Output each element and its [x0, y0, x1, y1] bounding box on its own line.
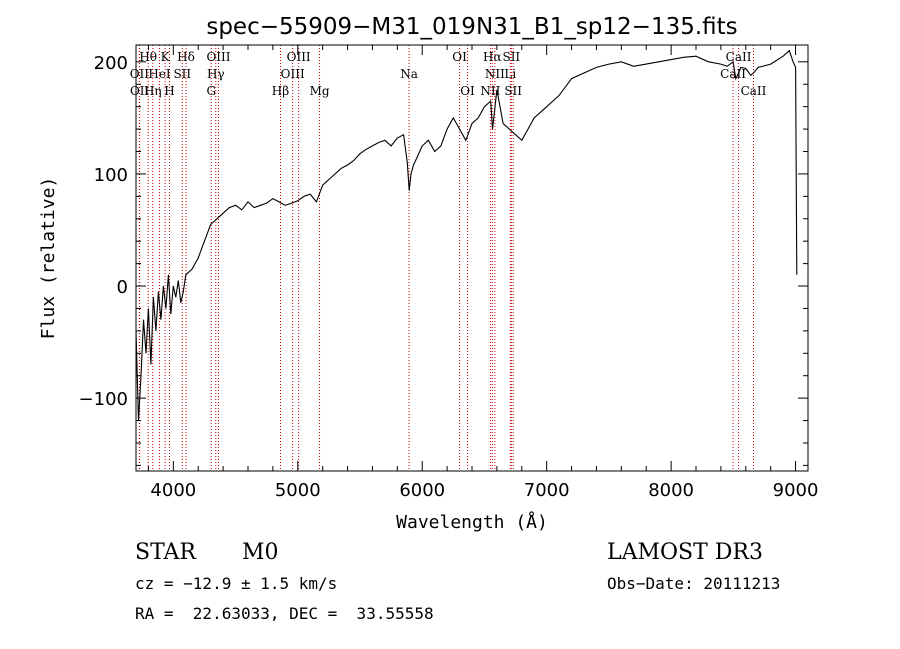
emission-line-label: SII [502, 50, 520, 64]
emission-line-label: Hγ [207, 67, 225, 81]
emission-line-label: CaII [720, 67, 746, 81]
emission-line-label: H [164, 84, 174, 98]
emission-line-label: OIII [206, 50, 230, 64]
redshift-text: cz = −12.9 ± 1.5 km/s [135, 574, 338, 593]
y-tick-label: −100 [79, 389, 128, 410]
spectrum-chart: spec−55909−M31_019N31_B1_sp12−135.fits 4… [38, 14, 819, 533]
emission-line-label: K [161, 50, 171, 64]
emission-line-label: Hδ [177, 50, 195, 64]
survey-name: LAMOST DR3 [607, 540, 763, 565]
object-class: STAR [135, 540, 196, 565]
x-axis-label: Wavelength (Å) [396, 511, 548, 533]
emission-line-label: OIII [287, 50, 311, 64]
object-subclass: M0 [242, 540, 279, 565]
emission-line-label: Mg [310, 84, 330, 98]
y-axis: −100 0 100 200 [79, 53, 808, 466]
chart-title: spec−55909−M31_019N31_B1_sp12−135.fits [206, 14, 737, 40]
emission-line-label: CaII [741, 84, 767, 98]
x-tick-label: 7000 [524, 480, 570, 501]
y-tick-label: 200 [94, 53, 128, 74]
y-tick-label: 0 [117, 277, 128, 298]
emission-line-labels: Hθ OII OII K HeI Hη H Hδ SII OIII Hγ G Hβ OIII OIII Mg N… [130, 50, 767, 98]
emission-line-label: OII [130, 84, 150, 98]
emission-line-label: SII [504, 84, 522, 98]
emission-line-label: Hη [144, 84, 162, 98]
spectrum-layer [135, 49, 798, 421]
emission-line-label: Hα [483, 50, 502, 64]
x-tick-label: 5000 [275, 480, 321, 501]
emission-line-label: Li [504, 67, 516, 81]
emission-line-label: OII [130, 67, 150, 81]
x-tick-label: 6000 [399, 480, 445, 501]
emission-line-label: SII [173, 67, 191, 81]
x-tick-label: 4000 [150, 480, 196, 501]
obs-date-text: Obs−Date: 20111213 [607, 574, 781, 593]
emission-line-label: NII [480, 84, 500, 98]
emission-line-label: OIII [281, 67, 305, 81]
y-axis-label: Flux (relative) [38, 177, 59, 340]
emission-line-label: CaII [726, 50, 752, 64]
emission-line-label: G [206, 84, 216, 98]
x-axis: 4000 5000 6000 7000 8000 9000 [147, 45, 819, 501]
emission-line-label: Hθ [139, 50, 157, 64]
x-tick-label: 9000 [773, 480, 819, 501]
emission-line-label: OI [452, 50, 467, 64]
plot-frame [135, 44, 809, 472]
emission-line-label: HeI [148, 67, 171, 81]
spectrum-series-line [135, 49, 798, 421]
emission-lines-layer [138, 45, 754, 471]
emission-line-label: Hβ [272, 84, 289, 98]
emission-line-label: NII [485, 67, 505, 81]
emission-line-label: Na [400, 67, 418, 81]
x-tick-label: 8000 [648, 480, 694, 501]
emission-line-label: OI [460, 84, 475, 98]
coordinates-text: RA = 22.63033, DEC = 33.55558 [135, 604, 434, 623]
y-tick-label: 100 [94, 165, 128, 186]
